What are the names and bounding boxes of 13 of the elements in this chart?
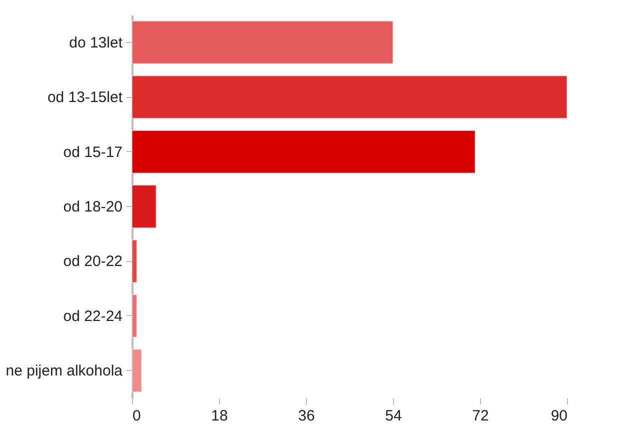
x-tick-label: 72: [472, 408, 489, 424]
y-tick-label: ne pijem alkohola: [6, 362, 124, 380]
y-tick-label: od 20-22: [63, 253, 122, 270]
y-tick-label: do 13let: [69, 34, 124, 52]
x-tick-label: 0: [132, 408, 141, 424]
x-tick-label: 90: [550, 408, 568, 424]
y-tick-label: od 15-17: [63, 144, 122, 161]
y-tick-label: od 22-24: [63, 308, 122, 325]
x-tick-label: 36: [298, 408, 315, 424]
x-tick-label: 18: [211, 408, 228, 424]
x-tick-label: 54: [385, 408, 402, 424]
y-tick-label: od 13-15let: [47, 89, 124, 106]
y-tick-label: od 18-20: [63, 198, 122, 216]
